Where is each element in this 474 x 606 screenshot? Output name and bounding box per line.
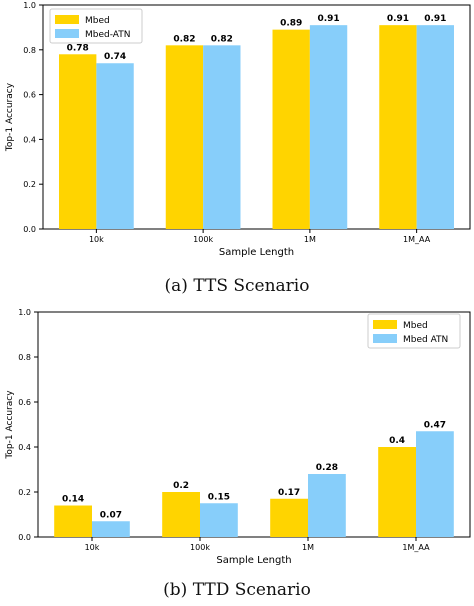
- legend-swatch-mbed-atn: [373, 334, 397, 343]
- legend: Mbed Mbed ATN: [367, 313, 461, 349]
- caption-ttd: (b) TTD Scenario: [163, 580, 311, 600]
- legend-swatch-mbed: [373, 320, 397, 329]
- bar-mbed-1m: [272, 29, 310, 229]
- bar-mbed-atn-1m_aa: [416, 431, 454, 537]
- chart-ttd: 0.0 0.2 0.4 0.6 0.8 1.0 Top-1 Accuracy 0.14 0.07…: [5, 308, 471, 566]
- plot-frame: [42, 4, 471, 230]
- y-tick-label: 0.6: [18, 398, 31, 407]
- y-tick-label: 0.2: [23, 180, 36, 189]
- bar-value-label: 0.82: [211, 34, 233, 44]
- x-tick-label: 10k: [89, 235, 104, 244]
- y-tick-label: 0.0: [23, 225, 36, 234]
- legend-label-mbed-atn: Mbed ATN: [403, 335, 448, 345]
- legend-label-mbed-atn: Mbed-ATN: [85, 30, 130, 40]
- bar-value-label: 0.78: [67, 43, 89, 53]
- y-tick-label: 0.6: [23, 91, 36, 100]
- chart-panel-tts: 0.0 0.2 0.4 0.6 0.8 1.0 Top-1 Accuracy 0.78 0.74…: [0, 0, 474, 300]
- bar-value-label: 0.15: [208, 492, 230, 502]
- y-tick-label: 0.2: [18, 488, 31, 497]
- y-tick-label: 0.4: [23, 135, 36, 144]
- bar-mbed-atn-100k: [200, 503, 238, 537]
- bar-mbed-atn-10k: [96, 63, 134, 229]
- bar-value-label: 0.74: [104, 52, 126, 62]
- y-tick-label: 0.8: [18, 353, 31, 362]
- legend-label-mbed: Mbed: [85, 16, 110, 26]
- y-tick-label: 1.0: [18, 308, 31, 317]
- y-tick-label: 0.4: [18, 443, 31, 452]
- bar-value-label: 0.17: [278, 488, 300, 498]
- x-tick-label: 1M: [304, 235, 316, 244]
- bar-value-label: 0.2: [173, 481, 189, 491]
- chart-panel-ttd: 0.0 0.2 0.4 0.6 0.8 1.0 Top-1 Accuracy 0.14 0.07…: [0, 300, 474, 606]
- caption-tts: (a) TTS Scenario: [164, 276, 310, 296]
- bar-mbed-1m_aa: [379, 25, 417, 229]
- bar-value-label: 0.14: [62, 495, 84, 505]
- bar-value-label: 0.91: [387, 14, 409, 24]
- bar-mbed-100k: [165, 45, 204, 229]
- bar-mbed-atn-1m_aa: [416, 25, 454, 229]
- bar-mbed-atn-100k: [203, 45, 241, 229]
- y-tick-label: 0.8: [23, 46, 36, 55]
- bar-mbed-10k: [59, 54, 97, 229]
- bar-mbed-atn-1m: [308, 474, 346, 537]
- bar-mbed-atn-1m: [309, 25, 348, 229]
- bar-value-label: 0.91: [317, 14, 339, 24]
- bar-value-label: 0.28: [316, 463, 338, 473]
- y-axis-label: Top-1 Accuracy: [5, 390, 15, 460]
- legend-swatch-mbed: [55, 15, 79, 24]
- bar-value-label: 0.07: [100, 510, 122, 520]
- bar-value-label: 0.47: [424, 420, 446, 430]
- x-tick-label: 100k: [190, 543, 210, 552]
- x-tick-label: 1M: [302, 543, 314, 552]
- x-axis-label: Sample Length: [219, 247, 294, 258]
- bar-value-label: 0.4: [389, 436, 405, 446]
- bar-mbed-100k: [162, 492, 200, 537]
- bar-mbed-1m: [270, 498, 308, 537]
- y-axis-label: Top-1 Accuracy: [5, 82, 15, 152]
- bar-mbed-10k: [54, 505, 92, 537]
- x-tick-label: 1M_AA: [402, 543, 430, 552]
- legend-label-mbed: Mbed: [403, 321, 428, 331]
- legend-swatch-mbed-atn: [55, 29, 79, 38]
- y-tick-label: 1.0: [23, 1, 36, 10]
- plot-frame: [37, 311, 471, 538]
- x-tick-label: 100k: [193, 235, 213, 244]
- bar-value-label: 0.82: [173, 34, 195, 44]
- y-tick-label: 0.0: [18, 533, 31, 542]
- legend: Mbed Mbed-ATN: [49, 8, 143, 44]
- x-tick-label: 1M_AA: [403, 235, 431, 244]
- x-tick-label: 10k: [85, 543, 100, 552]
- bar-value-label: 0.89: [280, 19, 302, 29]
- bar-mbed-1m_aa: [378, 447, 416, 537]
- bar-mbed-atn-10k: [92, 521, 130, 537]
- chart-tts: 0.0 0.2 0.4 0.6 0.8 1.0 Top-1 Accuracy 0.78 0.74…: [5, 1, 471, 258]
- bar-value-label: 0.91: [424, 14, 446, 24]
- x-axis-label: Sample Length: [216, 555, 291, 566]
